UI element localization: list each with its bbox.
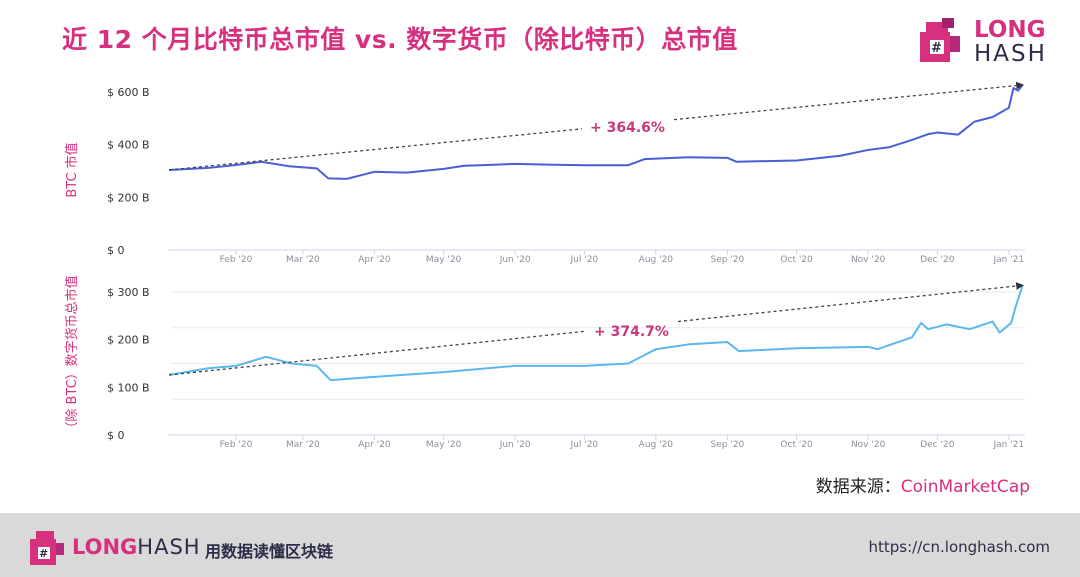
growth-annotation: + 374.7% [594, 324, 669, 340]
series-line [169, 84, 1024, 180]
x-tick-label: Jul '20 [570, 440, 599, 450]
svg-text:#: # [931, 41, 942, 56]
x-tick-label: Aug '20 [639, 440, 674, 450]
x-tick-label: Nov '20 [851, 255, 886, 265]
y-axis-label: BTC 市值 [64, 142, 80, 197]
chart-1: $ 0 $ 100 B $ 200 B $ 300 B Feb '20 Mar '20 Ap… [64, 275, 1025, 450]
svg-text:#: # [39, 547, 48, 560]
x-tick-label: Apr '20 [358, 255, 391, 265]
x-tick-label: Dec '20 [920, 440, 954, 450]
x-tick-label: Aug '20 [639, 255, 674, 265]
x-tick-label: Mar '20 [286, 440, 320, 450]
y-tick-label: $ 300 B [107, 286, 150, 299]
trend-line [169, 330, 587, 376]
y-axis-label: （除 BTC）数字货币总市值 [64, 275, 80, 434]
y-tick-label: $ 400 B [107, 139, 150, 152]
x-tick-label: Jan '21 [993, 440, 1025, 450]
x-tick-label: Oct '20 [780, 255, 813, 265]
footer-url[interactable]: https://cn.longhash.com [868, 538, 1051, 556]
page-title: 近 12 个月比特币总市值 vs. 数字货币（除比特币）总市值 [62, 25, 738, 54]
footer: # LONGHASH 用数据读懂区块链 https://cn.longhash.… [0, 513, 1080, 577]
y-tick-label: $ 0 [107, 244, 125, 257]
data-source: 数据来源：CoinMarketCap [816, 472, 1030, 497]
y-tick-label: $ 200 B [107, 334, 150, 347]
growth-annotation: + 364.6% [590, 120, 665, 136]
x-tick-label: May '20 [426, 255, 462, 265]
x-tick-label: Sep '20 [711, 255, 745, 265]
x-tick-label: Feb '20 [220, 440, 253, 450]
x-tick-label: Jun '20 [499, 255, 531, 265]
footer-brand: LONGHASH [72, 535, 201, 559]
x-tick-label: Apr '20 [358, 440, 391, 450]
logo-word-hash: HASH [974, 41, 1047, 67]
x-tick-label: Feb '20 [220, 255, 253, 265]
x-tick-label: May '20 [426, 440, 462, 450]
x-tick-label: Nov '20 [851, 440, 886, 450]
logo-word-long: LONG [974, 17, 1046, 43]
y-tick-label: $ 600 B [107, 86, 150, 99]
y-tick-label: $ 0 [107, 429, 125, 442]
trend-line [677, 282, 1024, 323]
x-tick-label: Dec '20 [920, 255, 954, 265]
x-tick-label: Jun '20 [499, 440, 531, 450]
x-tick-label: Oct '20 [780, 440, 813, 450]
x-tick-label: Jul '20 [570, 255, 599, 265]
x-tick-label: Sep '20 [711, 440, 745, 450]
source-label: 数据来源： [815, 477, 901, 497]
footer-brand-hash: HASH [137, 535, 201, 559]
footer-slogan: 用数据读懂区块链 [205, 542, 334, 561]
source-name: CoinMarketCap [900, 477, 1030, 497]
longhash-logo: # LONG HASH [916, 18, 1066, 66]
footer-brand-long: LONG [72, 535, 138, 559]
y-tick-label: $ 200 B [107, 191, 150, 204]
chart-0: $ 0 $ 200 B $ 400 B $ 600 B Feb '20 Mar '20 Ap… [64, 81, 1025, 265]
longhash-mascot-icon: # [30, 531, 64, 565]
x-tick-label: Jan '21 [993, 255, 1025, 265]
x-tick-label: Mar '20 [286, 255, 320, 265]
longhash-mascot-icon: # [920, 18, 960, 62]
y-tick-label: $ 100 B [107, 381, 150, 394]
trend-line [673, 81, 1024, 121]
